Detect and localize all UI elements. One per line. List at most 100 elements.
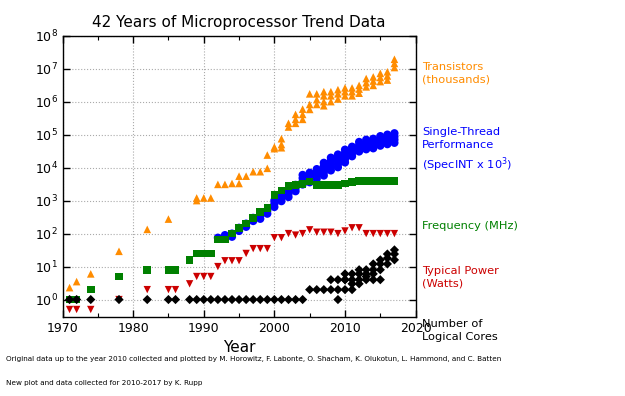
Point — [276, 145, 286, 151]
Point — [241, 224, 251, 230]
Point — [368, 271, 378, 277]
Point — [298, 116, 308, 122]
Point — [255, 296, 265, 303]
Point — [340, 153, 350, 159]
Point — [72, 278, 82, 285]
Point — [368, 261, 378, 267]
Point — [375, 177, 385, 184]
Point — [199, 273, 209, 280]
Point — [319, 93, 329, 99]
Point — [248, 296, 258, 303]
Point — [305, 91, 314, 97]
Point — [319, 89, 329, 95]
Point — [319, 169, 329, 175]
Point — [114, 248, 124, 255]
Point — [354, 90, 364, 96]
Point — [312, 101, 322, 108]
Point — [142, 296, 152, 303]
Point — [333, 276, 343, 283]
Point — [361, 271, 371, 277]
Text: Original data up to the year 2010 collected and plotted by M. Horowitz, F. Labon: Original data up to the year 2010 collec… — [6, 356, 501, 362]
Point — [305, 101, 314, 108]
Point — [347, 179, 357, 185]
Point — [248, 215, 258, 221]
Point — [375, 70, 385, 76]
Point — [171, 286, 181, 293]
Point — [192, 250, 202, 257]
Point — [319, 229, 329, 235]
Point — [340, 276, 350, 283]
Point — [291, 185, 301, 191]
Point — [347, 153, 357, 160]
Point — [276, 141, 286, 148]
Point — [340, 89, 350, 95]
Point — [333, 296, 343, 303]
Point — [354, 82, 364, 89]
Point — [248, 169, 258, 175]
Point — [234, 257, 244, 264]
Point — [389, 140, 399, 146]
Point — [389, 60, 399, 67]
Point — [184, 281, 194, 287]
Point — [269, 296, 279, 303]
Point — [213, 181, 223, 188]
Point — [164, 267, 174, 273]
Point — [291, 182, 301, 188]
Point — [319, 163, 329, 169]
Point — [389, 230, 399, 237]
Point — [248, 246, 258, 252]
Point — [382, 261, 392, 267]
Point — [269, 234, 279, 241]
Point — [340, 156, 350, 162]
Point — [291, 232, 301, 238]
Text: Typical Power
(Watts): Typical Power (Watts) — [422, 266, 499, 289]
Point — [333, 86, 343, 93]
Point — [291, 111, 301, 118]
Point — [389, 137, 399, 143]
Point — [368, 82, 378, 89]
Point — [234, 228, 244, 234]
Point — [241, 296, 251, 303]
Point — [361, 178, 371, 184]
Point — [241, 221, 251, 227]
Point — [64, 284, 74, 291]
Point — [375, 74, 385, 81]
Point — [389, 130, 399, 136]
Point — [354, 271, 364, 277]
Point — [375, 261, 385, 267]
Point — [298, 230, 308, 237]
Point — [354, 145, 364, 152]
Point — [326, 182, 336, 188]
Point — [192, 195, 202, 201]
Point — [276, 187, 286, 194]
Point — [312, 97, 322, 103]
Point — [227, 180, 237, 187]
Point — [326, 167, 336, 173]
Point — [312, 169, 322, 175]
Point — [199, 195, 209, 201]
Point — [340, 150, 350, 156]
Point — [72, 307, 82, 313]
Point — [269, 198, 279, 204]
Point — [382, 77, 392, 83]
Point — [64, 296, 74, 303]
Point — [142, 226, 152, 232]
Point — [220, 236, 230, 243]
Point — [305, 176, 314, 182]
Point — [305, 227, 314, 233]
Point — [326, 286, 336, 293]
Point — [298, 111, 308, 118]
Point — [333, 182, 343, 188]
Point — [368, 139, 378, 145]
Point — [333, 164, 343, 170]
Point — [361, 80, 371, 86]
Point — [213, 263, 223, 270]
Point — [241, 221, 251, 227]
Point — [319, 166, 329, 172]
Point — [319, 160, 329, 166]
Point — [347, 281, 357, 287]
Point — [262, 246, 272, 252]
Point — [333, 154, 343, 161]
Point — [319, 286, 329, 293]
Point — [284, 183, 294, 189]
